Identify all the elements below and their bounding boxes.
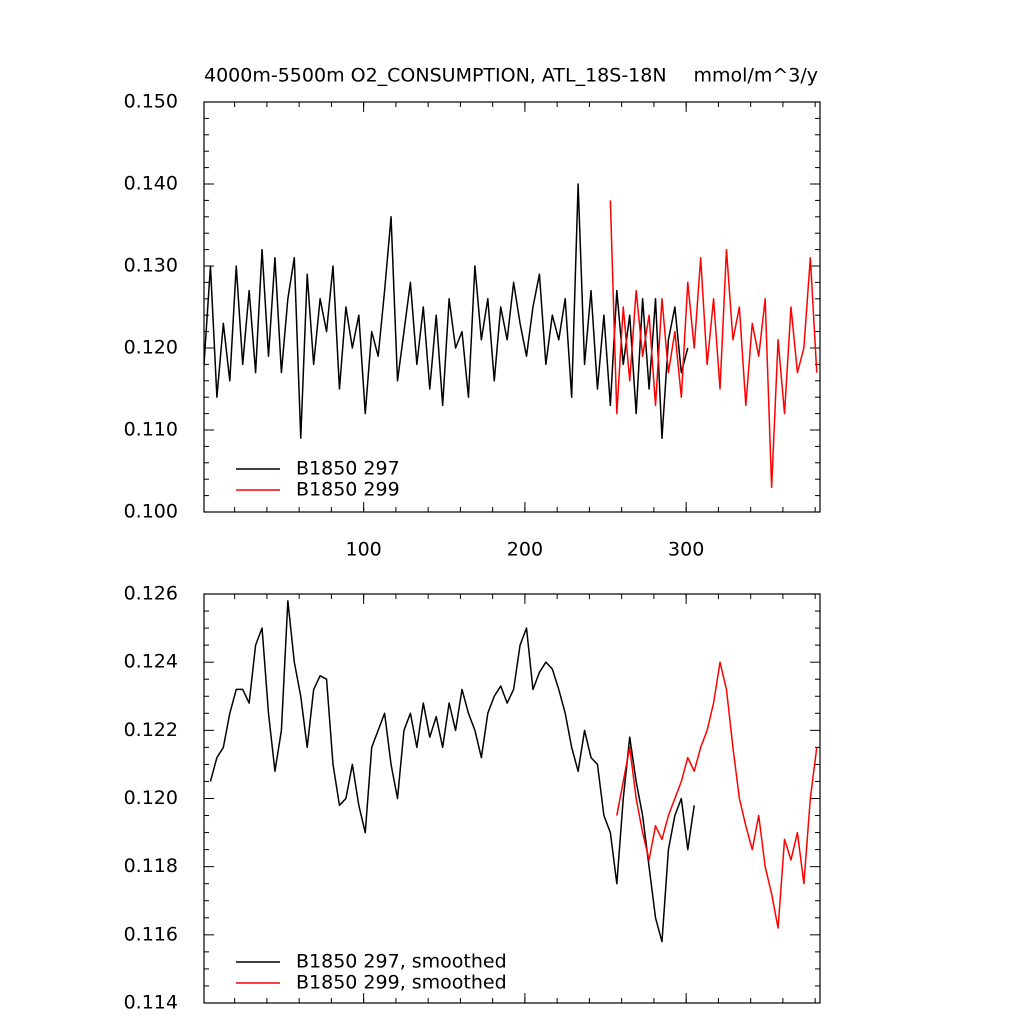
x-tick-label: 200: [507, 539, 543, 561]
y-tick-label: 0.130: [124, 255, 178, 277]
y-tick-label: 0.124: [124, 651, 178, 673]
legend-label: B1850 297, smoothed: [296, 951, 507, 973]
y-tick-label: 0.126: [124, 583, 178, 605]
y-tick-label: 0.100: [124, 501, 178, 523]
y-tick-label: 0.120: [124, 787, 178, 809]
legend-label: B1850 299: [296, 479, 400, 501]
y-tick-label: 0.114: [124, 992, 178, 1014]
x-tick-label: 100: [346, 539, 382, 561]
y-tick-label: 0.116: [124, 923, 178, 945]
legend-label: B1850 299, smoothed: [296, 972, 507, 994]
chart-title: 4000m-5500m O2_CONSUMPTION, ATL_18S-18N: [204, 65, 667, 87]
y-tick-label: 0.118: [124, 855, 178, 877]
data-line: [209, 600, 695, 943]
y-tick-label: 0.120: [124, 337, 178, 359]
units-label: mmol/m^3/y: [694, 65, 818, 87]
y-tick-label: 0.110: [124, 419, 178, 441]
y-tick-label: 0.140: [124, 173, 178, 195]
data-line: [616, 661, 818, 929]
legend-label: B1850 297: [296, 458, 400, 480]
x-tick-label: 300: [668, 539, 704, 561]
data-line: [609, 200, 818, 489]
plot-frame: [203, 593, 821, 1004]
y-tick-label: 0.122: [124, 719, 178, 741]
plot-frame: [203, 101, 821, 513]
data-line: [203, 183, 689, 439]
y-tick-label: 0.150: [124, 91, 178, 113]
